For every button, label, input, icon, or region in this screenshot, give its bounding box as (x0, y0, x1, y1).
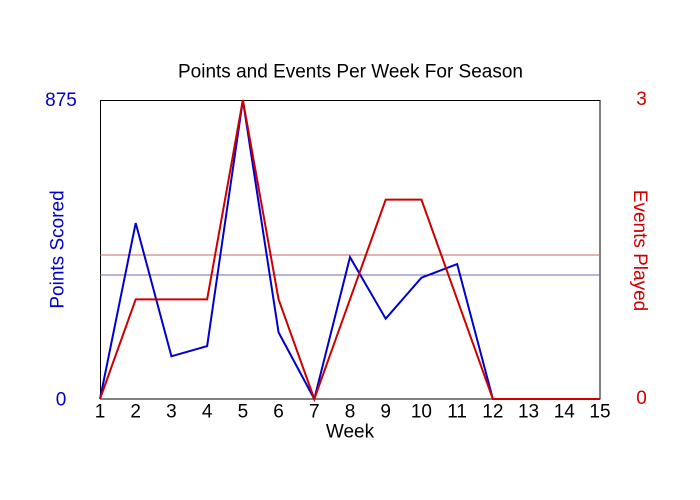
right-axis-max-tick-label: 3 (636, 89, 647, 110)
x-tick-label: 10 (411, 402, 432, 423)
x-tick-label: 1 (95, 402, 106, 423)
x-tick-label: 8 (345, 402, 356, 423)
x-tick-labels: 1 2 3 4 5 6 7 8 9 10 11 12 13 14 15 (95, 402, 611, 423)
x-tick-label: 2 (130, 402, 141, 423)
right-axis-title: Events Played (629, 190, 650, 311)
series-line-points-scored (99, 99, 600, 402)
x-tick-label: 14 (554, 402, 576, 423)
right-axis-min-tick-label: 0 (636, 388, 647, 409)
reference-lines (100, 254, 600, 276)
x-tick-label: 4 (202, 402, 213, 423)
left-axis-min-tick-label: 0 (56, 389, 67, 410)
x-tick-label: 7 (309, 402, 320, 423)
series-lines (99, 99, 600, 402)
x-tick-label: 9 (380, 402, 391, 423)
x-tick-label: 15 (589, 402, 610, 423)
x-tick-label: 3 (166, 402, 177, 423)
x-tick-label: 6 (273, 402, 284, 423)
x-tick-label: 12 (482, 402, 503, 423)
x-tick-label: 5 (238, 402, 249, 423)
chart-title: Points and Events Per Week For Season (178, 62, 523, 83)
x-tick-label: 13 (518, 402, 539, 423)
x-tick-label: 11 (447, 402, 467, 423)
series-line-events-played (99, 99, 600, 402)
left-axis-title: Points Scored (48, 190, 69, 308)
x-axis-title: Week (326, 422, 375, 443)
plot-area (100, 100, 601, 400)
left-axis-max-tick-label: 875 (45, 90, 77, 111)
